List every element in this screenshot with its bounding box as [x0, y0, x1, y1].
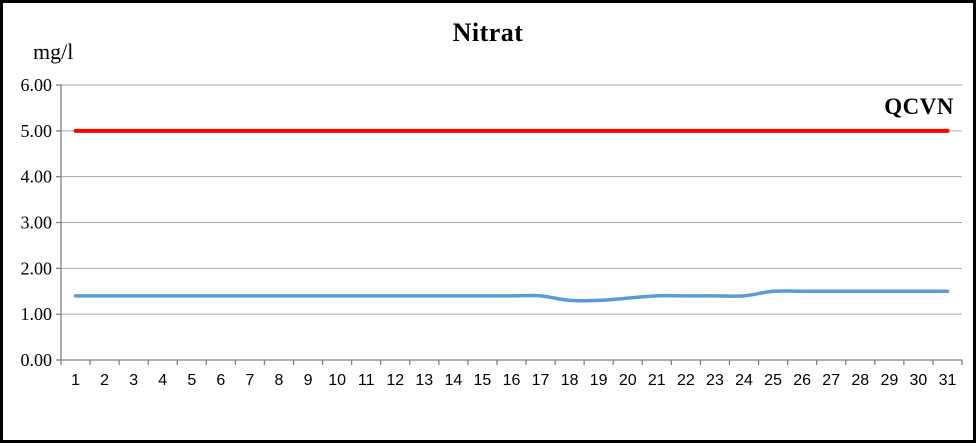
x-tick-label: 2 — [100, 372, 109, 389]
x-tick-label: 6 — [216, 372, 225, 389]
x-tick-label: 20 — [619, 372, 637, 389]
x-tick-label: 12 — [386, 372, 404, 389]
x-tick-label: 18 — [561, 372, 579, 389]
x-tick-label: 19 — [590, 372, 608, 389]
x-tick-label: 30 — [910, 372, 928, 389]
y-tick-label: 3.00 — [21, 213, 53, 233]
x-tick-label: 25 — [764, 372, 782, 389]
x-tick-label: 24 — [735, 372, 753, 389]
x-tick-label: 4 — [158, 372, 167, 389]
x-tick-label: 31 — [939, 372, 957, 389]
x-tick-label: 29 — [880, 372, 898, 389]
y-tick-label: 6.00 — [21, 75, 53, 95]
series-line-nitrat — [73, 289, 950, 303]
x-tick-label: 28 — [851, 372, 869, 389]
x-tick-label: 7 — [245, 372, 254, 389]
x-tick-label: 27 — [822, 372, 840, 389]
x-tick-label: 16 — [503, 372, 521, 389]
y-tick-label: 2.00 — [21, 258, 53, 278]
x-tick-label: 8 — [275, 372, 284, 389]
x-tick-label: 26 — [793, 372, 811, 389]
x-tick-label: 17 — [532, 372, 550, 389]
x-tick-label: 5 — [187, 372, 196, 389]
chart-title: Nitrat — [452, 18, 524, 47]
y-tick-label: 5.00 — [21, 121, 53, 141]
x-tick-label: 9 — [304, 372, 313, 389]
x-tick-label: 21 — [648, 372, 666, 389]
x-tick-label: 22 — [677, 372, 695, 389]
x-tick-label: 23 — [706, 372, 724, 389]
x-tick-label: 11 — [358, 372, 375, 389]
plot-area: 6.005.004.003.002.001.000.001 2 3 4 5 6 7 8 9 10 1… — [21, 75, 963, 389]
y-tick-label: 0.00 — [21, 350, 53, 370]
x-tick-label: 13 — [415, 372, 433, 389]
x-tick-label: 1 — [71, 372, 80, 389]
qcvn-annotation-label: QCVN — [884, 94, 954, 119]
x-tick-label: 15 — [474, 372, 492, 389]
x-tick-label: 10 — [328, 372, 346, 389]
x-tick-label: 14 — [444, 372, 462, 389]
y-tick-label: 1.00 — [21, 304, 53, 324]
y-tick-label: 4.00 — [21, 167, 53, 187]
x-tick-label: 3 — [129, 372, 138, 389]
y-axis-unit-label: mg/l — [33, 39, 74, 64]
